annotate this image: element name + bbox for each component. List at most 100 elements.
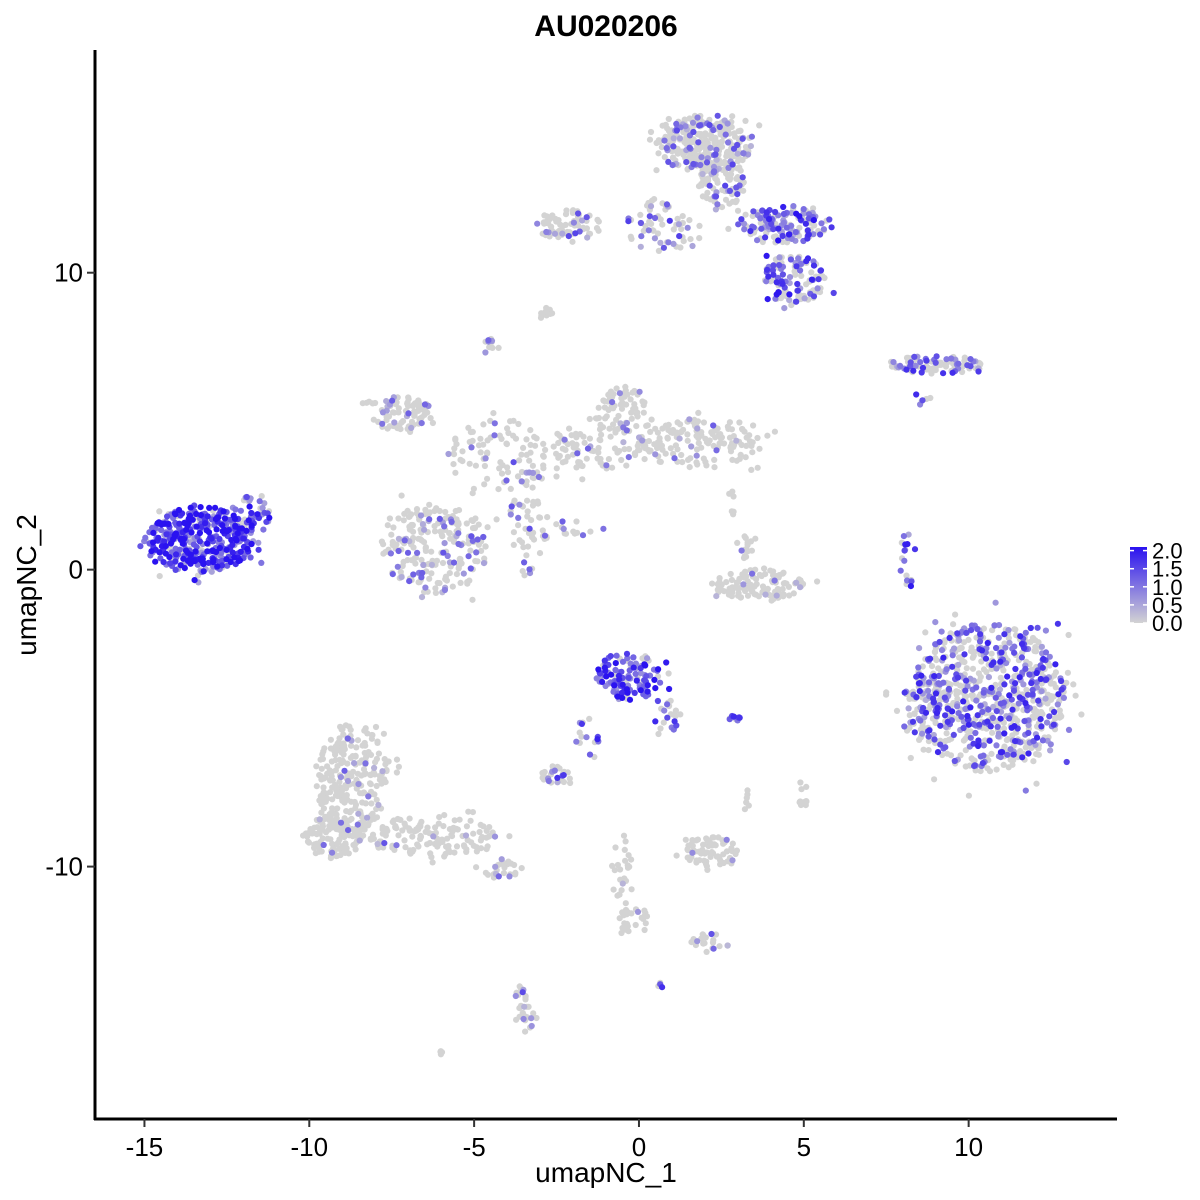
cell-point [897,362,904,369]
cell-point [725,164,732,171]
cell-point [1030,758,1037,765]
cell-point [646,136,654,143]
cell-point [738,441,745,449]
cell-point [985,706,992,713]
cell-point [633,423,640,430]
cell-point [556,432,563,439]
cell-point [316,816,323,823]
cell-point [302,830,310,837]
cell-point [1001,631,1008,638]
cell-point [397,816,404,824]
cell-point [602,682,609,690]
cell-point [810,293,818,300]
cell-point [464,580,471,587]
cell-point [645,438,653,445]
cell-point [917,359,924,366]
cell-point [652,685,659,692]
cell-point [473,549,480,556]
cell-point [406,578,413,585]
cell-point [805,215,812,222]
cell-point [559,223,566,230]
cell-point [665,158,672,165]
cell-point [324,763,331,770]
cell-point [436,515,443,523]
cell-point [1039,711,1046,718]
cell-point [623,462,630,469]
cell-point [365,749,372,756]
cell-point [614,449,621,456]
cell-point [654,429,662,436]
cell-point [631,689,638,697]
cell-point [660,719,667,726]
cell-point [324,835,331,842]
cell-point [810,231,817,238]
cell-point [933,709,941,717]
cell-point [618,456,625,464]
cell-point [188,529,195,536]
cell-point [978,658,985,665]
cell-point [348,742,355,749]
cell-point [542,446,549,453]
cell-point [578,720,586,728]
cell-point [920,704,927,712]
cell-point [404,507,411,514]
cell-point [559,518,566,525]
cell-point [915,664,922,671]
cell-point [980,666,988,673]
cell-point [776,254,783,261]
cell-point [741,586,748,593]
cell-point [678,226,685,233]
cell-point [192,548,199,555]
cell-point [175,506,183,514]
cell-point [710,163,718,170]
cell-point [1039,737,1046,744]
cell-point [193,510,200,518]
cell-point [634,908,642,916]
cell-point [427,415,434,422]
cell-point [790,203,797,210]
cell-point [355,781,362,788]
cell-point [712,931,720,938]
cell-point [624,655,631,662]
cell-point [676,435,683,442]
cell-point [223,546,230,554]
cell-point [727,570,734,578]
cell-point [551,230,559,237]
cell-point [650,227,657,234]
cell-point [193,523,200,530]
cell-point [443,843,450,850]
cell-point [737,167,744,174]
cell-point [597,437,604,444]
cell-point [172,511,179,518]
cell-point [678,451,685,459]
cell-point [982,655,990,662]
cell-point [540,453,547,460]
cell-point [460,570,467,577]
cell-point [967,356,974,363]
cell-point [660,244,668,251]
cell-point [665,670,672,677]
cell-point [393,842,400,849]
cell-point [940,654,947,661]
cell-point [652,718,659,725]
cell-point [1027,624,1034,632]
cell-point [893,707,901,715]
cell-point [733,847,741,854]
cell-point [348,773,355,780]
cell-point [797,584,804,591]
cell-point [673,120,680,127]
cell-point [694,836,702,843]
cell-point [395,535,402,542]
cell-point [333,787,340,794]
cell-point [818,220,825,227]
cell-point [728,124,735,131]
cell-point [720,440,728,447]
cell-point [901,689,908,696]
cell-point [491,833,499,840]
cell-point [440,823,447,830]
cell-point [373,814,381,821]
cell-point [401,837,408,844]
cell-point [637,211,644,218]
cell-point [569,238,576,245]
